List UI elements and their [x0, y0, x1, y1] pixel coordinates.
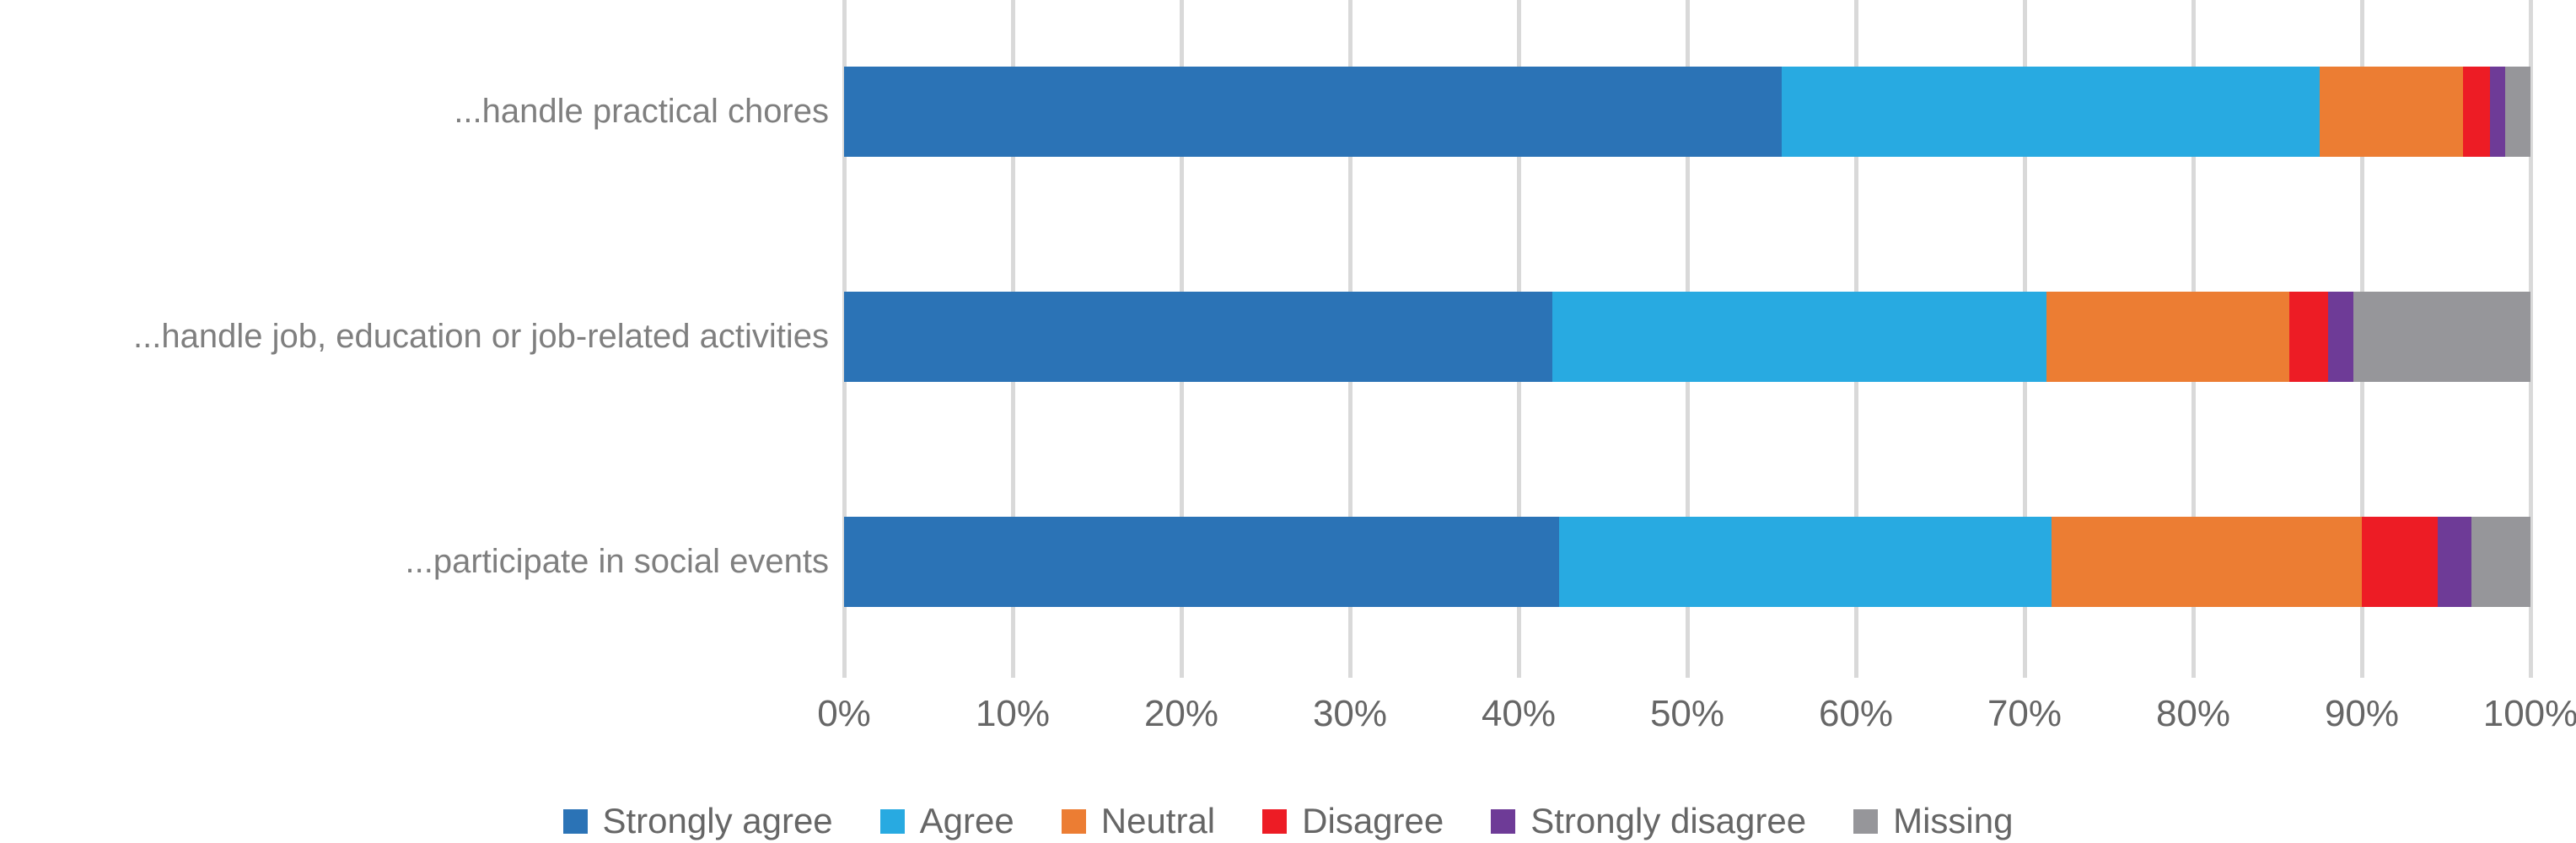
x-tick-label: 10%: [975, 693, 1051, 734]
bar-segment-disagree: [2289, 292, 2328, 382]
legend-label: Disagree: [1302, 801, 1444, 840]
legend-swatch-strongly-agree-icon: [562, 808, 588, 834]
legend-item-missing: Missing: [1853, 801, 2013, 841]
bar-segment-disagree: [2463, 67, 2490, 157]
bar-segment-missing: [2505, 67, 2530, 157]
legend: Strongly agree Agree Neutral Disagree Strong…: [0, 799, 2576, 843]
axis-tick: [1516, 666, 1521, 678]
legend-swatch-missing-icon: [1853, 808, 1879, 834]
gridline: [2528, 0, 2533, 666]
x-tick-label: 40%: [1481, 693, 1557, 734]
legend-swatch-neutral-icon: [1061, 808, 1086, 834]
x-tick-label: 20%: [1143, 693, 1219, 734]
legend-item-neutral: Neutral: [1061, 801, 1216, 841]
bar-segment-strongly-agree: [844, 517, 1559, 607]
bar-segment-disagree: [2362, 517, 2438, 607]
legend-label: Missing: [1893, 801, 2014, 840]
axis-tick: [2528, 666, 2533, 678]
category-label: ...handle job, education or job-related …: [133, 318, 829, 355]
bar-row: [844, 67, 2530, 157]
x-tick-label: 90%: [2324, 693, 2400, 734]
bar-segment-neutral: [2052, 517, 2362, 607]
x-tick-label: 50%: [1649, 693, 1725, 734]
axis-tick: [1685, 666, 1690, 678]
bar-segment-agree: [1782, 67, 2320, 157]
axis-tick: [2359, 666, 2364, 678]
legend-swatch-disagree-icon: [1262, 808, 1288, 834]
x-tick-label: 0%: [817, 693, 871, 734]
legend-item-strongly-agree: Strongly agree: [562, 801, 833, 841]
legend-swatch-agree-icon: [879, 808, 905, 834]
category-label: ...participate in social events: [405, 543, 829, 580]
axis-tick: [1347, 666, 1353, 678]
bar-segment-agree: [1559, 517, 2052, 607]
bar-segment-neutral: [2320, 67, 2463, 157]
x-tick-label: 30%: [1312, 693, 1388, 734]
bar-row: [844, 517, 2530, 607]
x-tick-label: 60%: [1818, 693, 1894, 734]
bar-row: [844, 292, 2530, 382]
axis-tick: [2191, 666, 2196, 678]
bar-segment-missing: [2471, 517, 2530, 607]
bar-segment-missing: [2353, 292, 2530, 382]
x-tick-label: 100%: [2482, 693, 2576, 734]
bar-segment-neutral: [2046, 292, 2289, 382]
legend-label: Strongly agree: [602, 801, 833, 840]
axis-tick: [842, 666, 847, 678]
legend-label: Agree: [919, 801, 1014, 840]
bar-segment-strongly-disagree: [2490, 67, 2505, 157]
category-label: ...handle practical chores: [454, 93, 829, 130]
legend-item-agree: Agree: [879, 801, 1014, 841]
legend-item-strongly-disagree: Strongly disagree: [1491, 801, 1806, 841]
bar-segment-strongly-disagree: [2328, 292, 2353, 382]
legend-label: Neutral: [1100, 801, 1216, 840]
axis-tick: [1853, 666, 1858, 678]
bar-segment-strongly-disagree: [2438, 517, 2471, 607]
x-tick-label: 80%: [2155, 693, 2231, 734]
bar-segment-strongly-agree: [844, 67, 1782, 157]
legend-item-disagree: Disagree: [1262, 801, 1444, 841]
axis-tick: [1010, 666, 1015, 678]
axis-tick: [1179, 666, 1184, 678]
bar-segment-strongly-agree: [844, 292, 1552, 382]
bar-segment-agree: [1552, 292, 2046, 382]
legend-label: Strongly disagree: [1530, 801, 1807, 840]
axis-tick: [2022, 666, 2027, 678]
x-tick-label: 70%: [1987, 693, 2062, 734]
legend-swatch-strongly-disagree-icon: [1491, 808, 1516, 834]
